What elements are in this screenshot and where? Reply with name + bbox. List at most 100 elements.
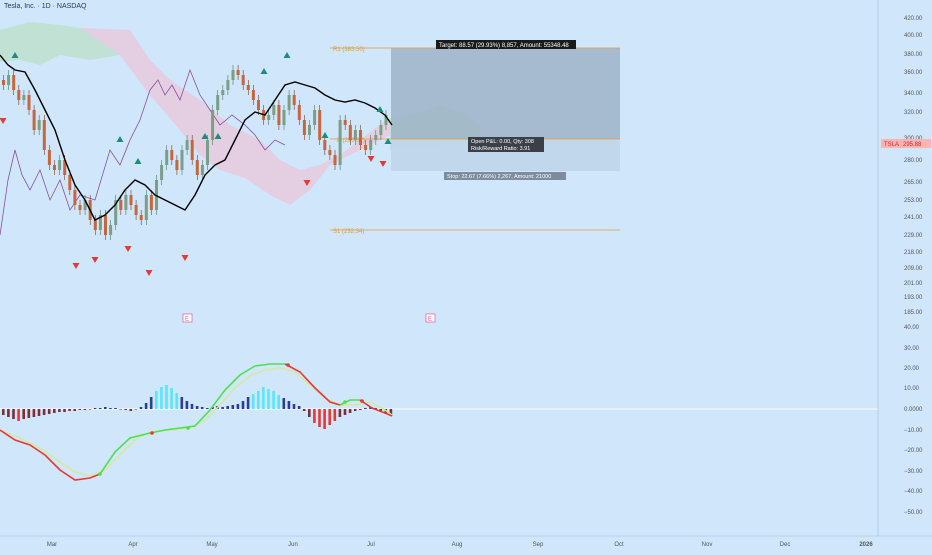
target-label: Target: 88.57 (29.93%) 8,857, Amount: 55… [439,43,569,49]
price-axis[interactable] [878,0,932,536]
histogram-bar [144,403,148,409]
histogram-bar [379,409,382,411]
candle-body [216,95,220,110]
time-label: Sep [533,542,544,548]
time-axis[interactable]: Mar Apr May Jun Jul Aug Sep Oct Nov Dec 2026 [47,542,874,548]
buy-signal-arrow [201,133,209,139]
candle-body [338,120,342,165]
candle-body [73,190,77,205]
histogram-bar [277,395,280,409]
histogram-bar [58,409,61,412]
price-tick-label: 241.00 [904,215,923,221]
candle-body [170,150,174,160]
candle-body [206,140,209,165]
candle-body [246,85,250,90]
candle-body [211,110,215,140]
candle-body [78,205,82,210]
candle-body [333,155,337,165]
macd-tick-label: −30.00 [904,469,923,475]
histogram-bar [323,409,326,429]
candle-body [257,100,260,110]
histogram-bar [328,409,331,425]
candle-body [364,145,368,150]
histogram-bar [226,406,229,409]
price-tick-label: 253.00 [904,198,923,204]
time-label: Mar [47,542,57,548]
histogram-bar [104,407,107,409]
histogram-bar [119,409,122,410]
histogram-bar [313,409,316,423]
svg-text:E: E [185,317,189,323]
candle-body [221,90,225,95]
histogram-bar [262,387,265,409]
candle-body [144,195,148,220]
current-price-value: 295.88 [903,142,922,148]
candle-body [195,160,199,175]
earnings-marker[interactable]: E [182,313,193,323]
ichimoku-cloud-red [80,28,390,205]
price-tick-label: 340.00 [904,91,923,97]
candlestick-series [2,65,388,240]
target-zone[interactable] [391,48,620,139]
buy-signal-arrow [134,158,142,164]
sell-signal-arrow [379,161,387,167]
histogram-bar [68,409,71,411]
time-label: Jul [367,542,375,548]
histogram-bar [318,409,321,427]
macd-cross-dot [343,400,347,404]
candle-body [343,120,347,125]
histogram-bar [109,408,112,409]
candle-body [53,165,56,170]
histogram-bar [374,408,377,409]
histogram-bar [42,409,46,415]
price-tick-label: 280.00 [904,158,923,164]
histogram-bar [63,409,66,412]
open-pnl-label: Open P&L: 0.00, Qty: 308 [471,139,534,145]
histogram-bar [170,388,173,409]
candle-body [58,160,62,170]
time-label: Dec [780,542,791,548]
candle-body [282,110,286,125]
candle-body [83,200,87,210]
candle-body [236,70,240,75]
histogram-bar [88,409,92,410]
candle-body [323,140,327,150]
histogram-bar [292,404,296,409]
histogram-bar [389,409,393,416]
macd-cross-dot [286,363,290,367]
histogram-bar [364,408,367,409]
pivot-s1-label: S1 (232.34) [333,229,364,235]
histogram-bar [221,407,224,409]
histogram-bar [160,387,163,409]
macd-cross-dot [360,399,364,403]
price-tick-label: 360.00 [904,70,923,76]
candle-body [12,75,16,90]
candle-body [109,225,113,235]
macd-histogram [2,385,393,429]
histogram-bar [2,409,5,415]
candle-body [267,115,271,120]
candle-body [292,95,296,105]
histogram-bar [267,389,270,409]
histogram-bar [124,409,127,410]
earnings-marker[interactable]: E [425,313,436,323]
macd-tick-label: −10.00 [904,428,923,434]
pivot-r1-label: R1 (383.50) [333,47,365,53]
pnl-label-box [468,137,544,152]
candle-body [114,200,118,225]
buy-signal-arrow [283,52,291,58]
candle-body [68,175,72,190]
candle-body [22,95,26,100]
histogram-bar [308,409,311,417]
candle-body [308,125,311,135]
histogram-bar [175,393,178,409]
candle-body [185,140,189,150]
candle-body [47,150,51,165]
price-tick-label: 320.00 [904,110,923,116]
macd-tick-label: −50.00 [904,510,923,516]
candle-body [302,120,306,135]
histogram-bar [282,398,286,409]
histogram-bar [195,406,199,409]
